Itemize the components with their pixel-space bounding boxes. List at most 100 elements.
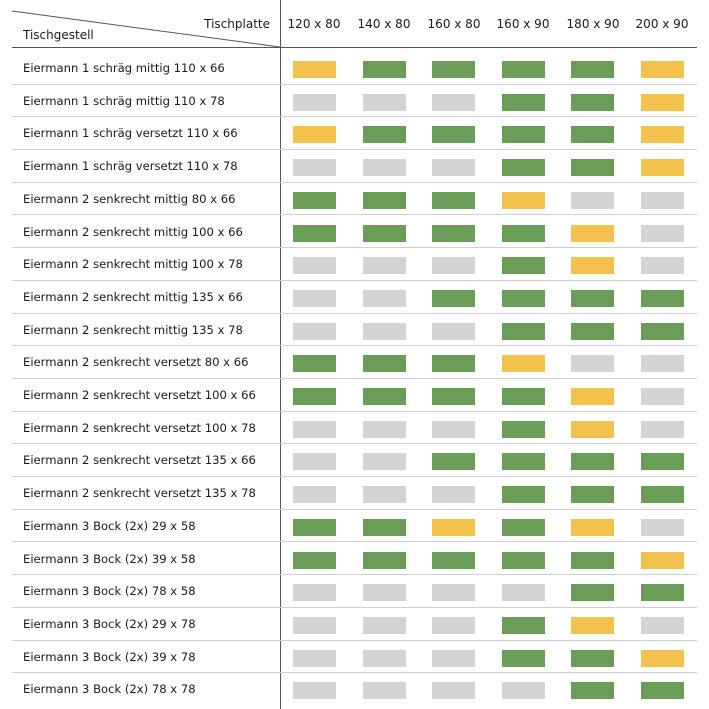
label-column-divider — [280, 0, 281, 709]
row-divider — [12, 672, 697, 674]
table-row: Eiermann 3 Bock (2x) 39 x 78 — [0, 641, 709, 674]
status-cell-green — [432, 126, 475, 144]
status-cell-green — [432, 355, 475, 373]
status-cell-yellow — [502, 355, 545, 373]
status-cell-gray — [432, 616, 475, 634]
status-cell-gray — [641, 191, 684, 209]
status-cell-green — [502, 289, 545, 307]
row-divider — [12, 541, 697, 543]
status-cell-green — [502, 224, 545, 242]
table-row: Eiermann 1 schräg mittig 110 x 66 — [0, 52, 709, 85]
row-label: Eiermann 2 senkrecht mittig 100 x 78 — [23, 257, 243, 272]
status-cell-green — [363, 551, 406, 569]
status-cell-yellow — [293, 61, 336, 78]
row-divider — [12, 476, 697, 478]
status-cell-gray — [641, 616, 684, 634]
table-row: Eiermann 1 schräg versetzt 110 x 78 — [0, 150, 709, 183]
status-cell-green — [502, 61, 545, 78]
corner-label-tischplatte: Tischplatte — [204, 17, 270, 31]
status-cell-green — [502, 159, 545, 177]
status-cell-green — [432, 224, 475, 242]
column-header: 160 x 80 — [427, 17, 481, 31]
status-cell-green — [293, 551, 336, 569]
table-row: Eiermann 1 schräg mittig 110 x 78 — [0, 85, 709, 118]
status-cell-gray — [641, 355, 684, 373]
status-cell-gray — [641, 224, 684, 242]
status-cell-green — [571, 159, 614, 177]
table-row: Eiermann 3 Bock (2x) 29 x 78 — [0, 608, 709, 641]
row-label: Eiermann 3 Bock (2x) 78 x 78 — [23, 682, 196, 697]
table-row: Eiermann 2 senkrecht versetzt 80 x 66 — [0, 346, 709, 379]
row-divider — [12, 116, 697, 118]
status-cell-green — [432, 388, 475, 405]
status-cell-yellow — [432, 518, 475, 536]
column-header: 140 x 80 — [357, 17, 411, 31]
status-cell-green — [502, 257, 545, 275]
table-row: Eiermann 2 senkrecht mittig 80 x 66 — [0, 183, 709, 216]
status-cell-green — [363, 355, 406, 373]
table-row: Eiermann 2 senkrecht mittig 135 x 78 — [0, 314, 709, 347]
status-cell-green — [571, 486, 614, 504]
status-cell-green — [363, 191, 406, 209]
status-cell-gray — [293, 289, 336, 307]
table-row: Eiermann 2 senkrecht versetzt 135 x 66 — [0, 444, 709, 478]
status-cell-gray — [432, 486, 475, 504]
status-cell-green — [571, 649, 614, 667]
row-divider — [12, 639, 697, 641]
status-cell-gray — [432, 322, 475, 340]
status-cell-gray — [363, 649, 406, 667]
status-cell-green — [363, 388, 406, 405]
status-cell-green — [641, 584, 684, 602]
status-cell-green — [432, 453, 475, 471]
status-cell-gray — [293, 584, 336, 602]
row-divider — [12, 410, 697, 412]
status-cell-green — [502, 486, 545, 504]
table-row: Eiermann 3 Bock (2x) 39 x 58 — [0, 543, 709, 576]
status-cell-gray — [293, 682, 336, 700]
status-cell-green — [641, 682, 684, 700]
status-cell-gray — [502, 682, 545, 700]
status-cell-gray — [293, 420, 336, 438]
row-divider — [12, 377, 697, 379]
row-label: Eiermann 1 schräg mittig 110 x 66 — [23, 61, 225, 75]
status-cell-green — [641, 486, 684, 504]
status-cell-green — [571, 61, 614, 78]
table-row: Eiermann 3 Bock (2x) 78 x 58 — [0, 575, 709, 608]
row-divider — [12, 181, 697, 183]
status-cell-gray — [363, 322, 406, 340]
row-label: Eiermann 2 senkrecht mittig 135 x 78 — [23, 322, 243, 337]
status-cell-yellow — [641, 649, 684, 667]
row-label: Eiermann 2 senkrecht versetzt 135 x 78 — [23, 486, 256, 501]
status-cell-green — [363, 61, 406, 78]
table-row: Eiermann 2 senkrecht mittig 100 x 78 — [0, 248, 709, 281]
status-cell-yellow — [641, 159, 684, 177]
status-cell-green — [571, 126, 614, 144]
status-cell-green — [502, 518, 545, 536]
corner-label-tischgestell: Tischgestell — [23, 28, 94, 42]
status-cell-gray — [571, 191, 614, 209]
table-row: Eiermann 2 senkrecht mittig 135 x 66 — [0, 281, 709, 314]
status-cell-yellow — [641, 551, 684, 569]
status-cell-gray — [363, 420, 406, 438]
row-label: Eiermann 3 Bock (2x) 78 x 58 — [23, 584, 196, 599]
status-cell-gray — [293, 616, 336, 634]
status-cell-green — [432, 191, 475, 209]
status-cell-gray — [293, 486, 336, 504]
row-label: Eiermann 1 schräg mittig 110 x 78 — [23, 93, 225, 108]
status-cell-yellow — [571, 257, 614, 275]
status-cell-yellow — [641, 61, 684, 78]
row-label: Eiermann 2 senkrecht versetzt 100 x 78 — [23, 420, 256, 435]
status-cell-green — [571, 584, 614, 602]
status-cell-gray — [641, 420, 684, 438]
status-cell-yellow — [571, 518, 614, 536]
status-cell-green — [293, 224, 336, 242]
status-cell-green — [363, 518, 406, 536]
row-label: Eiermann 2 senkrecht mittig 80 x 66 — [23, 191, 236, 206]
status-cell-green — [641, 289, 684, 307]
table-row: Eiermann 2 senkrecht versetzt 100 x 78 — [0, 412, 709, 445]
status-cell-green — [502, 420, 545, 438]
status-cell-gray — [432, 649, 475, 667]
status-cell-green — [502, 453, 545, 471]
status-cell-gray — [432, 93, 475, 111]
